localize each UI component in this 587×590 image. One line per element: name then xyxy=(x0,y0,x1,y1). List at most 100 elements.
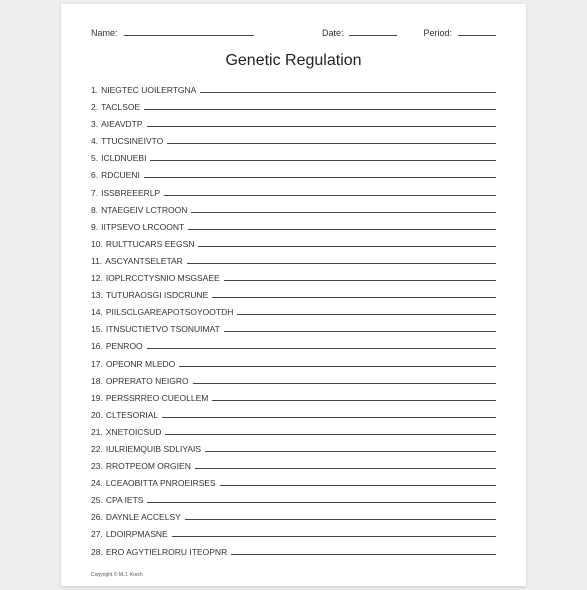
list-item: 28.ERO AGYTIELRORU ITEOPNR xyxy=(91,546,496,557)
list-item: 11.ASCYANTSELETAR xyxy=(91,255,496,266)
item-number: 13. xyxy=(91,290,103,300)
item-number: 7. xyxy=(91,188,98,198)
item-number: 14. xyxy=(91,307,103,317)
list-item: 25.CPA IETS xyxy=(91,494,496,505)
name-label: Name: xyxy=(91,28,118,38)
answer-line[interactable] xyxy=(179,358,496,367)
answer-line[interactable] xyxy=(237,306,496,315)
item-number: 11. xyxy=(91,256,102,266)
item-number: 3. xyxy=(91,119,98,129)
list-item: 24.LCEAOBITTA PNROEIRSES xyxy=(91,477,496,488)
scrambled-word: ASCYANTSELETAR xyxy=(105,256,183,266)
item-number: 2. xyxy=(91,102,98,112)
period-field-line[interactable] xyxy=(458,26,496,36)
name-field-line[interactable] xyxy=(124,26,254,36)
list-item: 2.TACLSOE xyxy=(91,101,496,112)
scrambled-word: ISSBREEERLP xyxy=(101,188,160,198)
item-number: 21. xyxy=(91,427,103,437)
answer-line[interactable] xyxy=(224,323,496,332)
item-number: 8. xyxy=(91,205,98,215)
date-label: Date: xyxy=(322,28,344,38)
item-number: 24. xyxy=(91,478,103,488)
answer-line[interactable] xyxy=(147,494,496,503)
item-number: 5. xyxy=(91,153,98,163)
scrambled-word: DAYNLE ACCELSY xyxy=(106,512,181,522)
answer-line[interactable] xyxy=(224,272,496,281)
scrambled-word: OPRERATO NEIGRO xyxy=(106,376,189,386)
answer-line[interactable] xyxy=(200,84,496,93)
item-number: 19. xyxy=(91,393,103,403)
item-number: 20. xyxy=(91,410,103,420)
list-item: 9.IITPSEVO LRCOONT xyxy=(91,221,496,232)
answer-line[interactable] xyxy=(212,392,496,401)
answer-line[interactable] xyxy=(187,255,496,264)
list-item: 17.OPEONR MLEDO xyxy=(91,358,496,369)
item-number: 22. xyxy=(91,444,103,454)
scrambled-word: RULTTUCARS EEGSN xyxy=(106,239,195,249)
answer-line[interactable] xyxy=(144,101,496,110)
answer-line[interactable] xyxy=(162,409,496,418)
answer-line[interactable] xyxy=(147,340,496,349)
scrambled-word: PIILSCLGAREAPOTSOYOOTDH xyxy=(106,307,234,317)
answer-line[interactable] xyxy=(212,289,496,298)
copyright-text: Copyright © M.J. Krech xyxy=(91,572,143,578)
scrambled-word: TACLSOE xyxy=(101,102,140,112)
item-number: 16. xyxy=(91,341,103,351)
list-item: 21.XNETOICSUD xyxy=(91,426,496,437)
item-number: 10. xyxy=(91,239,103,249)
answer-line[interactable] xyxy=(172,528,496,537)
scrambled-word: IULRIEMQUIB SDLIYAIS xyxy=(106,444,201,454)
list-item: 16.PENROO xyxy=(91,340,496,351)
answer-line[interactable] xyxy=(191,204,496,213)
list-item: 14.PIILSCLGAREAPOTSOYOOTDH xyxy=(91,306,496,317)
answer-line[interactable] xyxy=(167,135,496,144)
list-item: 22.IULRIEMQUIB SDLIYAIS xyxy=(91,443,496,454)
date-field-line[interactable] xyxy=(349,26,397,36)
scrambled-word: TTUCSINEIVTO xyxy=(101,136,163,146)
scrambled-word: ICLDNUEBI xyxy=(101,153,146,163)
answer-line[interactable] xyxy=(164,187,496,196)
item-number: 26. xyxy=(91,512,103,522)
list-item: 10.RULTTUCARS EEGSN xyxy=(91,238,496,249)
item-number: 25. xyxy=(91,495,103,505)
scrambled-word: PENROO xyxy=(106,341,143,351)
scrambled-word: IOPLRCCTYSNIO MSGSAEE xyxy=(106,273,220,283)
answer-line[interactable] xyxy=(150,152,496,161)
answer-line[interactable] xyxy=(195,460,496,469)
answer-line[interactable] xyxy=(193,375,496,384)
list-item: 6.RDCUENI xyxy=(91,169,496,180)
scrambled-word: LDOIRPMASNE xyxy=(106,529,168,539)
scrambled-word: ITNSUCTIETVO TSONUIMAT xyxy=(106,324,220,334)
list-item: 18.OPRERATO NEIGRO xyxy=(91,375,496,386)
answer-line[interactable] xyxy=(147,118,496,127)
scrambled-word: NIEGTEC UOILERTGNA xyxy=(101,85,196,95)
item-number: 15. xyxy=(91,324,103,334)
answer-line[interactable] xyxy=(188,221,496,230)
items-list: 1.NIEGTEC UOILERTGNA2.TACLSOE3.AIEAVDTP4… xyxy=(91,84,496,557)
item-number: 18. xyxy=(91,376,103,386)
period-label: Period: xyxy=(423,28,452,38)
list-item: 23.RROTPEOM ORGIEN xyxy=(91,460,496,471)
item-number: 27. xyxy=(91,529,103,539)
header-row: Name: Date: Period: xyxy=(91,26,496,38)
answer-line[interactable] xyxy=(198,238,496,247)
scrambled-word: NTAEGEIV LCTROON xyxy=(101,205,187,215)
list-item: 1.NIEGTEC UOILERTGNA xyxy=(91,84,496,95)
scrambled-word: LCEAOBITTA PNROEIRSES xyxy=(106,478,216,488)
answer-line[interactable] xyxy=(165,426,496,435)
scrambled-word: PERSSRREO CUEOLLEM xyxy=(106,393,209,403)
answer-line[interactable] xyxy=(205,443,496,452)
item-number: 28. xyxy=(91,547,103,557)
list-item: 27.LDOIRPMASNE xyxy=(91,528,496,539)
list-item: 5.ICLDNUEBI xyxy=(91,152,496,163)
scrambled-word: IITPSEVO LRCOONT xyxy=(101,222,184,232)
scrambled-word: CPA IETS xyxy=(106,495,144,505)
answer-line[interactable] xyxy=(144,169,496,178)
item-number: 23. xyxy=(91,461,103,471)
list-item: 13.TUTURAOSGI ISDCRUNE xyxy=(91,289,496,300)
answer-line[interactable] xyxy=(231,546,496,555)
answer-line[interactable] xyxy=(185,511,496,520)
answer-line[interactable] xyxy=(220,477,496,486)
list-item: 4.TTUCSINEIVTO xyxy=(91,135,496,146)
worksheet-page: Name: Date: Period: Genetic Regulation 1… xyxy=(61,4,526,586)
